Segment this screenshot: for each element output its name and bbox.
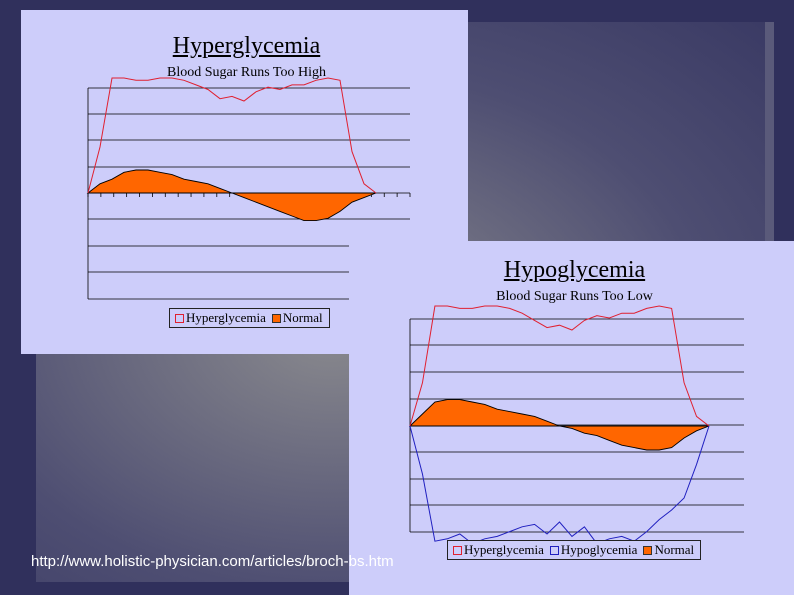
legend-label: Hypoglycemia	[560, 542, 638, 557]
series-hyperglycemia-line	[409, 305, 710, 427]
legend-label: Normal	[282, 310, 323, 325]
legend-item-hyperglycemia: Hyperglycemia	[175, 310, 266, 326]
series-hypoglycemia-line	[409, 425, 710, 545]
legend-item-hypoglycemia: Hypoglycemia	[549, 542, 638, 558]
legend-label: Hyperglycemia	[464, 542, 544, 557]
legend-item-normal: Normal	[643, 542, 694, 558]
legend-swatch-hypoglycemia	[549, 545, 559, 555]
hypoglycemia-chart-panel: Hypoglycemia Blood Sugar Runs Too Low Hy…	[349, 241, 794, 595]
chart-title: Hyperglycemia	[172, 33, 321, 59]
chart-legend: Hyperglycemia Normal	[169, 308, 330, 328]
legend-swatch-hyperglycemia	[175, 313, 184, 323]
chart-subtitle: Blood Sugar Runs Too Low	[496, 289, 653, 304]
chart-subtitle: Blood Sugar Runs Too High	[167, 65, 326, 80]
legend-swatch-normal	[643, 545, 653, 555]
legend-item-normal: Normal	[271, 310, 323, 326]
chart-title: Hypoglycemia	[503, 257, 646, 283]
series-normal-area	[408, 399, 710, 451]
legend-label: Hyperglycemia	[186, 310, 266, 325]
hyperglycemia-plot	[86, 77, 411, 300]
series-hyperglycemia-line	[87, 77, 377, 194]
chart-legend: Hyperglycemia Hypoglycemia Normal	[447, 540, 702, 560]
hypoglycemia-plot	[408, 305, 744, 545]
legend-swatch-hyperglycemia	[453, 545, 462, 555]
source-url-text: http://www.holistic-physician.com/articl…	[31, 553, 394, 570]
legend-swatch-normal	[271, 313, 281, 323]
series-normal-area	[86, 169, 377, 222]
legend-label: Normal	[654, 542, 695, 557]
legend-item-hyperglycemia: Hyperglycemia	[453, 542, 544, 558]
background-strip	[765, 22, 774, 242]
